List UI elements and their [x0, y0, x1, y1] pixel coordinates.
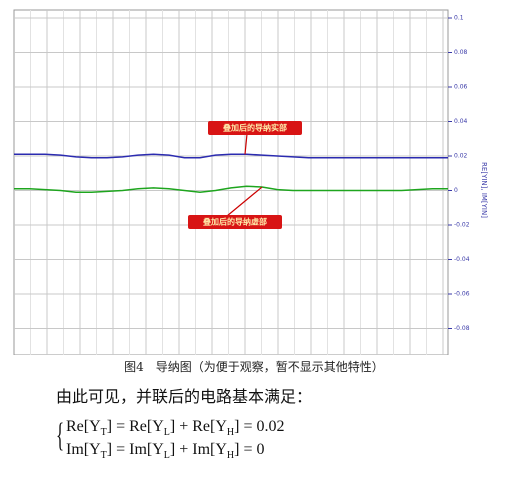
equation: Im[YT] = Im[YL] + Im[YH] = 0	[66, 441, 265, 461]
equation-text: ] + Re[Y	[169, 418, 227, 435]
paragraph: 由此可见，并联后的电路基本满足：	[56, 387, 313, 406]
annotation-arrow	[244, 133, 248, 155]
y-tick-label: 0	[454, 187, 458, 194]
chart: RE[YIN], IM[YIN] 0.1 0.08 0.06 0.04 0.02 0 -0.…	[13, 9, 488, 355]
y-tick-label: 0.02	[454, 153, 468, 160]
minor-grid	[30, 10, 444, 355]
series-line	[14, 153, 448, 159]
equation: Re[YT] = Re[YL] + Re[YH] = 0.02	[66, 418, 285, 438]
annotation-text: 叠加后的导纳实部	[223, 123, 287, 133]
y-tick-label: -0.02	[454, 222, 470, 229]
subscript: H	[226, 427, 235, 439]
annotation-arrow	[226, 186, 263, 217]
y-tick-label: -0.04	[454, 256, 470, 263]
annotation-text: 叠加后的导纳虚部	[203, 217, 267, 227]
subscript: L	[163, 450, 170, 462]
y-tick-label: 0.1	[454, 15, 464, 22]
annotation-box	[208, 121, 302, 135]
series-line	[14, 185, 448, 193]
subscript: T	[100, 450, 107, 462]
plot-frame	[13, 9, 449, 355]
equation-text: ] = 0.02	[234, 418, 285, 435]
equation-text: ] = Im[Y	[106, 441, 164, 458]
y-tick-label: 0.08	[454, 49, 468, 56]
equation-text: Im[Y	[66, 441, 101, 458]
y-tick-label: 0.06	[454, 84, 468, 91]
caption: 图4 导纳图（为便于观察，暂不显示其他特性）	[124, 360, 384, 374]
y-axis-label: RE[YIN], IM[YIN]	[480, 162, 488, 218]
subscript: H	[226, 450, 235, 462]
equation-text: ] = 0	[234, 441, 265, 458]
equation-text: Re[Y	[66, 418, 101, 435]
y-tick-label: -0.08	[454, 325, 470, 332]
y-tick-label: -0.06	[454, 291, 470, 298]
y-tick-label: 0.04	[454, 118, 468, 125]
equation-text: ] = Re[Y	[106, 418, 164, 435]
subscript: L	[163, 427, 170, 439]
annotation-box	[188, 215, 282, 229]
equation-text: ] + Im[Y	[169, 441, 227, 458]
subscript: T	[100, 427, 107, 439]
brace: {	[56, 417, 65, 454]
